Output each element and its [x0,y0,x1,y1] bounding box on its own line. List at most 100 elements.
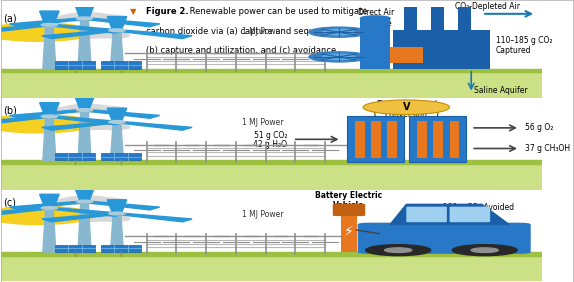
FancyBboxPatch shape [101,61,141,69]
Polygon shape [110,213,123,252]
Circle shape [64,196,111,204]
Polygon shape [40,11,59,25]
Text: Figure 2.: Figure 2. [146,7,188,16]
Text: Renewable power can be used to mitigate: Renewable power can be used to mitigate [187,7,367,16]
FancyBboxPatch shape [449,207,490,222]
Polygon shape [82,201,160,210]
Text: ▼: ▼ [130,7,140,16]
Text: 37 g CH₃OH: 37 g CH₃OH [525,144,571,153]
Polygon shape [78,202,91,252]
Text: 1 MJ Power: 1 MJ Power [242,210,284,219]
Text: 56 g O₂: 56 g O₂ [525,123,554,132]
Circle shape [41,115,57,118]
Polygon shape [78,18,91,69]
Polygon shape [75,188,94,202]
Circle shape [88,107,125,113]
Polygon shape [47,24,125,33]
Text: 42 g H₂O: 42 g H₂O [253,140,288,149]
Circle shape [109,212,125,215]
Polygon shape [107,200,127,213]
Polygon shape [42,121,119,130]
Circle shape [366,245,430,256]
Polygon shape [47,207,125,216]
Text: 189 g CO₂ Avoided: 189 g CO₂ Avoided [443,203,514,212]
Text: 51 g CO₂: 51 g CO₂ [254,131,288,140]
Polygon shape [82,18,160,27]
Circle shape [72,33,103,38]
Circle shape [79,123,118,129]
FancyBboxPatch shape [347,116,404,162]
Text: 1 MJ Power: 1 MJ Power [242,27,284,36]
Circle shape [323,54,355,60]
Circle shape [79,214,118,221]
Text: 110–185 g CO₂
Captured: 110–185 g CO₂ Captured [495,36,552,55]
Circle shape [41,23,57,26]
Polygon shape [43,116,56,160]
Text: Saline Aquifer: Saline Aquifer [474,86,528,95]
Circle shape [99,216,130,221]
Polygon shape [0,116,52,125]
Circle shape [88,15,125,21]
Polygon shape [75,96,94,110]
Circle shape [0,206,92,224]
FancyBboxPatch shape [355,121,364,158]
Polygon shape [42,30,119,39]
Circle shape [471,248,498,252]
Polygon shape [110,30,123,69]
Circle shape [0,23,92,41]
FancyBboxPatch shape [360,18,390,69]
FancyBboxPatch shape [404,3,417,30]
FancyBboxPatch shape [55,153,95,160]
FancyBboxPatch shape [101,153,141,160]
Text: (b) capture and utilization, and (c) avoidance.: (b) capture and utilization, and (c) avo… [146,46,339,55]
Text: (c): (c) [3,197,17,207]
Circle shape [79,31,118,38]
Polygon shape [0,24,52,33]
Polygon shape [9,201,87,210]
FancyBboxPatch shape [393,30,490,69]
Circle shape [360,16,390,21]
FancyBboxPatch shape [449,121,459,158]
Text: Electrochemical
Conversion: Electrochemical Conversion [376,100,437,119]
Polygon shape [9,18,87,27]
Circle shape [99,33,130,38]
Text: Battery Electric
Vehicle: Battery Electric Vehicle [315,191,383,210]
FancyBboxPatch shape [433,121,443,158]
Bar [1,164,541,190]
Circle shape [309,52,369,62]
FancyBboxPatch shape [55,245,95,252]
Polygon shape [115,121,192,130]
Text: Direct Air
Capture: Direct Air Capture [358,8,395,28]
Polygon shape [43,25,56,69]
Circle shape [57,107,94,113]
Polygon shape [107,108,127,122]
Circle shape [88,198,125,204]
Bar [1,252,541,256]
Polygon shape [115,30,192,39]
FancyBboxPatch shape [390,47,422,63]
Text: (b): (b) [3,105,17,115]
FancyBboxPatch shape [55,61,95,69]
Circle shape [72,124,103,130]
Circle shape [76,109,92,111]
FancyBboxPatch shape [409,116,466,162]
FancyBboxPatch shape [387,121,397,158]
Bar [1,256,541,281]
Circle shape [76,17,92,20]
Bar [1,69,541,72]
Polygon shape [82,109,160,118]
FancyBboxPatch shape [358,223,531,254]
FancyBboxPatch shape [457,5,471,30]
Polygon shape [0,207,52,216]
Circle shape [323,29,355,35]
Circle shape [64,104,111,112]
Circle shape [109,120,125,123]
Polygon shape [40,103,59,116]
Polygon shape [9,109,87,118]
Bar [1,160,541,164]
Circle shape [99,124,130,130]
FancyBboxPatch shape [371,121,381,158]
Circle shape [57,15,94,21]
Circle shape [363,100,449,114]
Circle shape [385,248,412,252]
